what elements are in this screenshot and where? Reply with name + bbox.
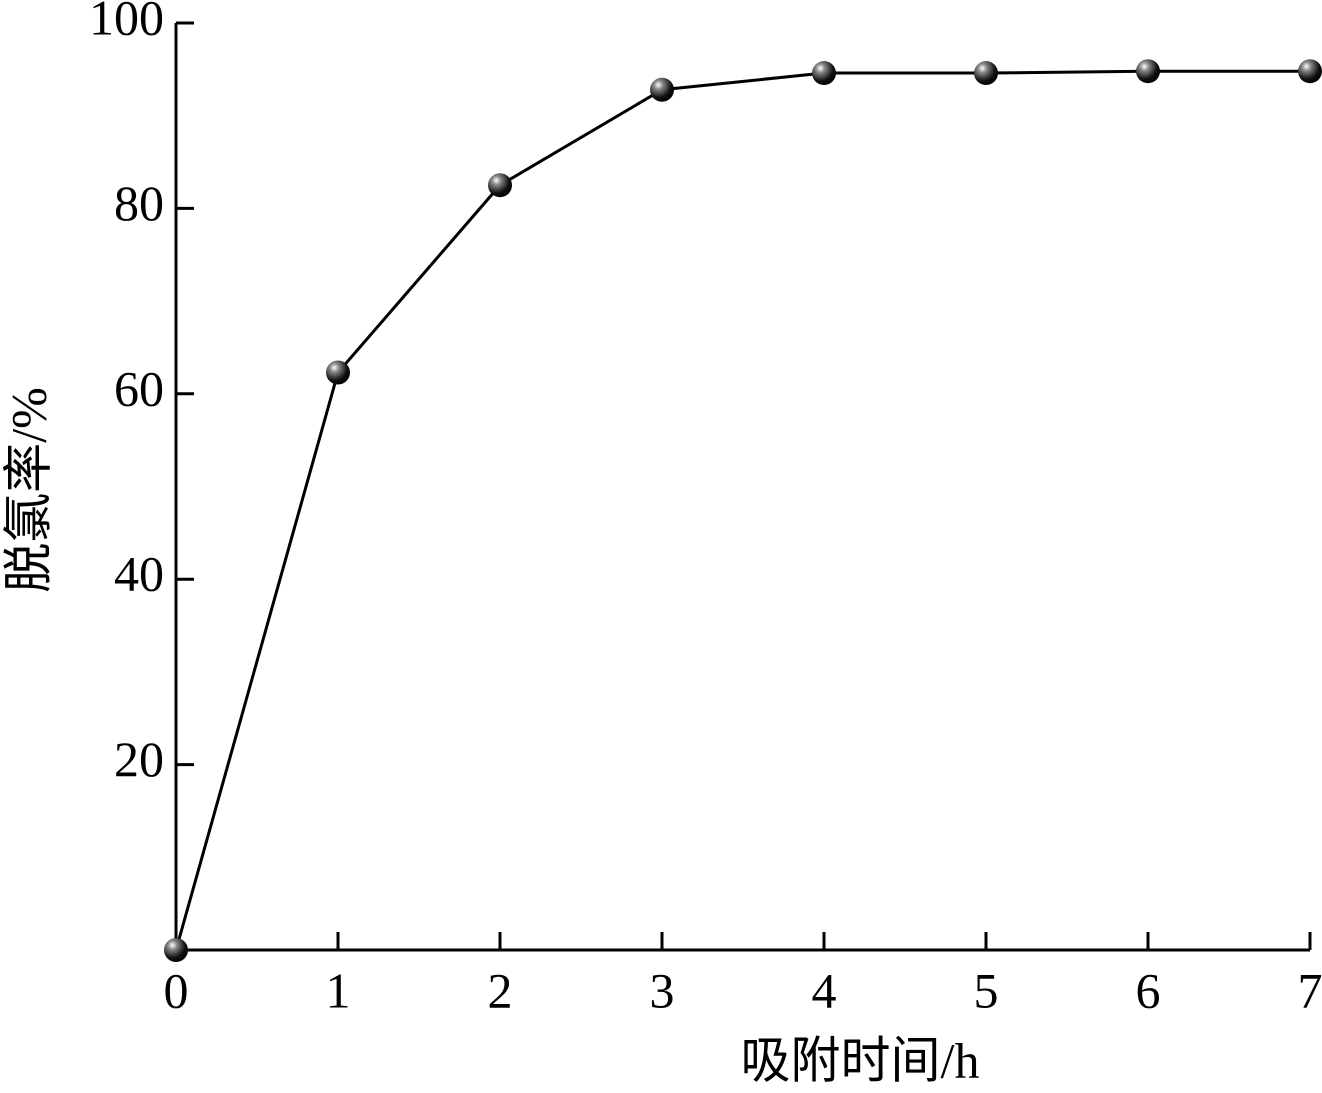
- line: [174, 69, 1310, 951]
- marker: [1298, 59, 1322, 84]
- x-tick-label: 4: [812, 962, 837, 1018]
- y-tick-label: 60: [114, 360, 164, 416]
- marker: [326, 360, 350, 385]
- x-tick-label: 1: [326, 962, 351, 1018]
- x-axis-title: 吸附时间/h: [741, 1032, 980, 1088]
- y-tick-label: 100: [89, 0, 164, 45]
- y-tick-label: 20: [114, 731, 164, 787]
- x-tick-label: 3: [650, 962, 675, 1018]
- marker: [164, 938, 188, 962]
- y-tick-label: 80: [114, 175, 164, 231]
- x-tick-label: 6: [1136, 962, 1161, 1018]
- marker: [1136, 59, 1160, 84]
- x-tick-label: 7: [1298, 962, 1322, 1018]
- y-axis-title: 脱氯率/%: [0, 387, 56, 593]
- y-tick-label: 40: [114, 546, 164, 602]
- marker: [650, 77, 674, 102]
- marker: [974, 61, 998, 86]
- marker: [812, 61, 836, 86]
- x-tick-label: 0: [164, 962, 189, 1018]
- x-tick-label: 2: [488, 962, 513, 1018]
- marker: [488, 173, 512, 198]
- x-tick-label: 5: [974, 962, 999, 1018]
